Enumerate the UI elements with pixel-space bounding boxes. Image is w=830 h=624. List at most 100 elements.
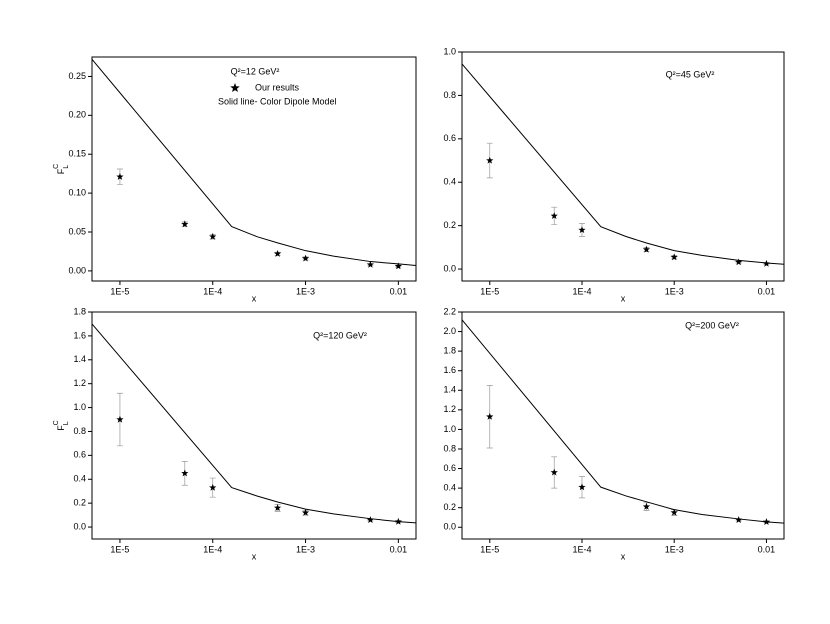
x-tick-label: 0.01 — [390, 544, 408, 554]
y-tick-label: 1.6 — [443, 365, 456, 375]
x-tick-label: 0.01 — [758, 544, 776, 554]
y-tick-label: 0.4 — [443, 482, 456, 492]
data-point — [116, 415, 124, 423]
x-tick-label: 1E-3 — [665, 544, 684, 554]
legend-label: Solid line- Color Dipole Model — [218, 96, 337, 106]
x-axis-label: x — [621, 293, 626, 303]
y-tick-label: 1.4 — [443, 385, 456, 395]
y-tick-label: 1.6 — [73, 330, 86, 340]
data-point — [209, 232, 217, 240]
data-point — [578, 483, 586, 491]
y-tick-label: 0.6 — [443, 133, 456, 143]
y-tick-label: 1.8 — [73, 306, 86, 316]
panel: 1E-5 1E-4 1E-3 0.01 0.0 0.2 0.4 0.6 0.8 1.0 1.2 1.4… — [53, 306, 417, 561]
x-tick-label: 1E-3 — [296, 286, 315, 296]
y-tick-label: 2.2 — [443, 306, 456, 316]
y-tick-label: 0.4 — [443, 177, 456, 187]
y-tick-label: 0.2 — [443, 502, 456, 512]
annotation: Q²=12 GeV² — [231, 66, 280, 76]
x-axis-label: x — [252, 551, 257, 561]
model-line — [91, 323, 417, 524]
data-point — [486, 156, 494, 164]
y-tick-label: 0.2 — [73, 498, 86, 508]
x-tick-label: 1E-5 — [110, 544, 129, 554]
y-tick-label: 0.8 — [73, 426, 86, 436]
data-point — [301, 508, 310, 516]
legend-marker — [230, 83, 240, 93]
x-tick-label: 0.01 — [390, 286, 408, 296]
x-tick-label: 1E-4 — [572, 286, 591, 296]
data-point — [486, 412, 494, 420]
data-point — [273, 249, 282, 257]
x-axis-label: x — [252, 293, 257, 303]
y-tick-label: 0.6 — [73, 450, 86, 460]
data-point — [550, 212, 558, 219]
y-axis-label-main: F — [56, 425, 66, 431]
y-tick-label: 0.15 — [68, 149, 86, 159]
data-point — [209, 483, 217, 491]
data-point — [116, 172, 124, 180]
x-axis-label: x — [621, 551, 626, 561]
plot-frame — [91, 311, 417, 540]
x-tick-label: 1E-5 — [480, 286, 499, 296]
data-point — [394, 262, 402, 270]
y-axis-label-sup: C — [53, 420, 60, 425]
y-axis-label-sub: L — [63, 165, 70, 169]
x-tick-label: 1E-5 — [110, 286, 129, 296]
y-axis-label-sup: C — [53, 164, 60, 169]
data-point — [366, 516, 375, 523]
y-tick-label: 1.2 — [73, 378, 86, 388]
y-tick-label: 1.8 — [443, 346, 456, 356]
y-tick-label: 0.05 — [68, 226, 86, 236]
data-point — [735, 516, 743, 523]
y-tick-label: 1.0 — [443, 46, 456, 56]
model-line — [461, 319, 785, 524]
model-line — [461, 63, 785, 265]
x-tick-label: 1E-5 — [480, 544, 499, 554]
x-tick-label: 1E-4 — [203, 544, 222, 554]
annotation: Q²=120 GeV² — [313, 330, 367, 340]
y-tick-label: 0.0 — [443, 522, 456, 532]
data-point — [181, 469, 189, 477]
y-tick-label: 0.00 — [68, 265, 86, 275]
legend-label: Our results — [255, 82, 300, 92]
x-tick-label: 1E-3 — [296, 544, 315, 554]
panel: 1E-5 1E-4 1E-3 0.01 0.0 0.2 0.4 0.6 0.8 1.0 x Q²=45… — [443, 46, 785, 303]
y-axis-label-main: F — [56, 168, 66, 174]
y-tick-label: 0.0 — [73, 521, 86, 531]
x-tick-label: 1E-4 — [203, 286, 222, 296]
y-tick-label: 0.25 — [68, 71, 86, 81]
y-tick-label: 1.0 — [73, 402, 86, 412]
data-point — [670, 508, 678, 516]
x-tick-label: 0.01 — [758, 286, 776, 296]
data-point — [366, 260, 375, 268]
data-point — [578, 226, 586, 234]
y-tick-label: 0.20 — [68, 110, 86, 120]
y-tick-label: 0.10 — [68, 187, 86, 197]
annotation: Q²=45 GeV² — [666, 69, 715, 79]
data-point — [735, 258, 743, 266]
y-tick-label: 1.4 — [73, 354, 86, 364]
model-line — [91, 59, 417, 266]
panel: 1E-5 1E-4 1E-3 0.01 0.00 0.05 0.10 0.15 0.20 0.25… — [53, 56, 417, 303]
y-tick-label: 0.8 — [443, 443, 456, 453]
data-point — [181, 220, 189, 228]
x-tick-label: 1E-4 — [572, 544, 591, 554]
data-point — [642, 245, 651, 253]
plot-frame — [91, 56, 417, 282]
y-tick-label: 2.0 — [443, 326, 456, 336]
panel: 1E-5 1E-4 1E-3 0.01 0.0 0.2 0.4 0.6 0.8 1.0 1.2 1.4… — [443, 306, 785, 561]
data-point — [301, 254, 310, 262]
y-tick-label: 0.2 — [443, 220, 456, 230]
y-tick-label: 0.4 — [73, 474, 86, 484]
y-tick-label: 1.2 — [443, 404, 456, 414]
y-tick-label: 1.0 — [443, 424, 456, 434]
data-point — [642, 502, 651, 510]
data-point — [670, 253, 678, 261]
plot-frame — [461, 51, 785, 282]
y-tick-label: 0.0 — [443, 263, 456, 273]
data-point — [273, 504, 282, 512]
y-tick-label: 0.8 — [443, 90, 456, 100]
x-tick-label: 1E-3 — [665, 286, 684, 296]
